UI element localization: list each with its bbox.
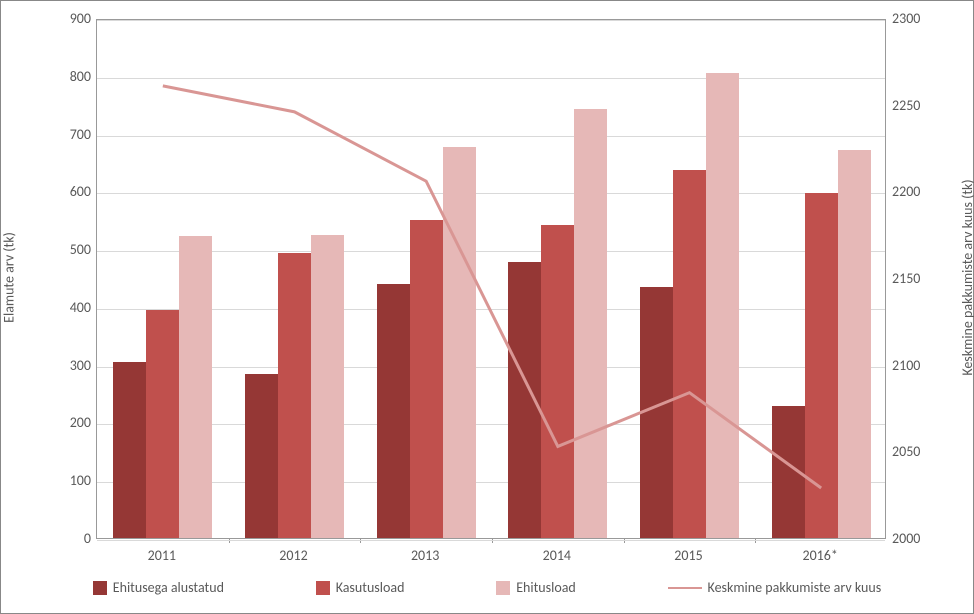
right-axis-label: Keskmine pakkumiste arv kuus (tk) [959,179,974,375]
bar-2 [311,235,344,538]
bar-0 [640,287,673,538]
chart-container: Elamute arv (tk) Keskmine pakkumiste arv… [0,0,974,614]
legend: Ehitusega alustatud Kasutusload Ehitusload… [1,579,973,596]
gridline [97,482,885,483]
line-layer [97,20,887,540]
bar-2 [706,73,739,538]
left-tick: 300 [51,357,91,374]
right-tick: 2100 [892,357,920,374]
right-tick: 2200 [892,183,920,200]
bar-0 [508,262,541,538]
legend-item: Kasutusload [316,579,405,596]
left-tick: 200 [51,414,91,431]
x-tick: 2015 [623,547,755,564]
bar-0 [113,362,146,538]
bar-1 [541,225,574,538]
right-tick: 2250 [892,97,920,114]
right-tick: 2150 [892,270,920,287]
bar-2 [838,150,871,538]
legend-line [668,587,702,589]
left-tick: 100 [51,472,91,489]
gridline [97,78,885,79]
bar-1 [673,170,706,538]
bar-0 [245,374,278,538]
left-tick: 800 [51,68,91,85]
plot-area [96,19,886,539]
right-tick: 2300 [892,10,920,27]
bar-1 [278,253,311,538]
legend-swatch [316,581,330,595]
bar-1 [805,193,838,539]
x-tick: 2013 [359,547,491,564]
x-tick: 2012 [228,547,360,564]
bar-1 [146,310,179,538]
left-tick: 0 [51,530,91,547]
right-tick: 2000 [892,530,920,547]
bar-0 [772,406,805,538]
bar-2 [574,109,607,538]
left-axis-label: Elamute arv (tk) [1,232,18,323]
right-tick: 2050 [892,443,920,460]
bar-2 [443,147,476,538]
gridline [97,136,885,137]
legend-item: Ehitusload [496,579,576,596]
x-tick: 2016* [754,547,886,564]
left-tick: 900 [51,10,91,27]
legend-swatch [496,581,510,595]
bar-1 [410,220,443,538]
x-tick: 2011 [96,547,228,564]
legend-label: Kasutusload [336,579,405,596]
left-tick: 500 [51,241,91,258]
gridline [97,367,885,368]
gridline [97,540,885,541]
left-tick: 700 [51,126,91,143]
legend-item: Keskmine pakkumiste arv kuus [668,579,882,596]
x-tick: 2014 [491,547,623,564]
gridline [97,424,885,425]
gridline [97,309,885,310]
legend-swatch [93,581,107,595]
gridline [97,193,885,194]
left-tick: 400 [51,299,91,316]
legend-label: Ehitusega alustatud [113,579,224,596]
bar-0 [377,284,410,538]
legend-label: Keskmine pakkumiste arv kuus [708,579,882,596]
left-tick: 600 [51,183,91,200]
gridline [97,251,885,252]
legend-item: Ehitusega alustatud [93,579,224,596]
legend-label: Ehitusload [516,579,576,596]
gridline [97,20,885,21]
bar-2 [179,236,212,538]
